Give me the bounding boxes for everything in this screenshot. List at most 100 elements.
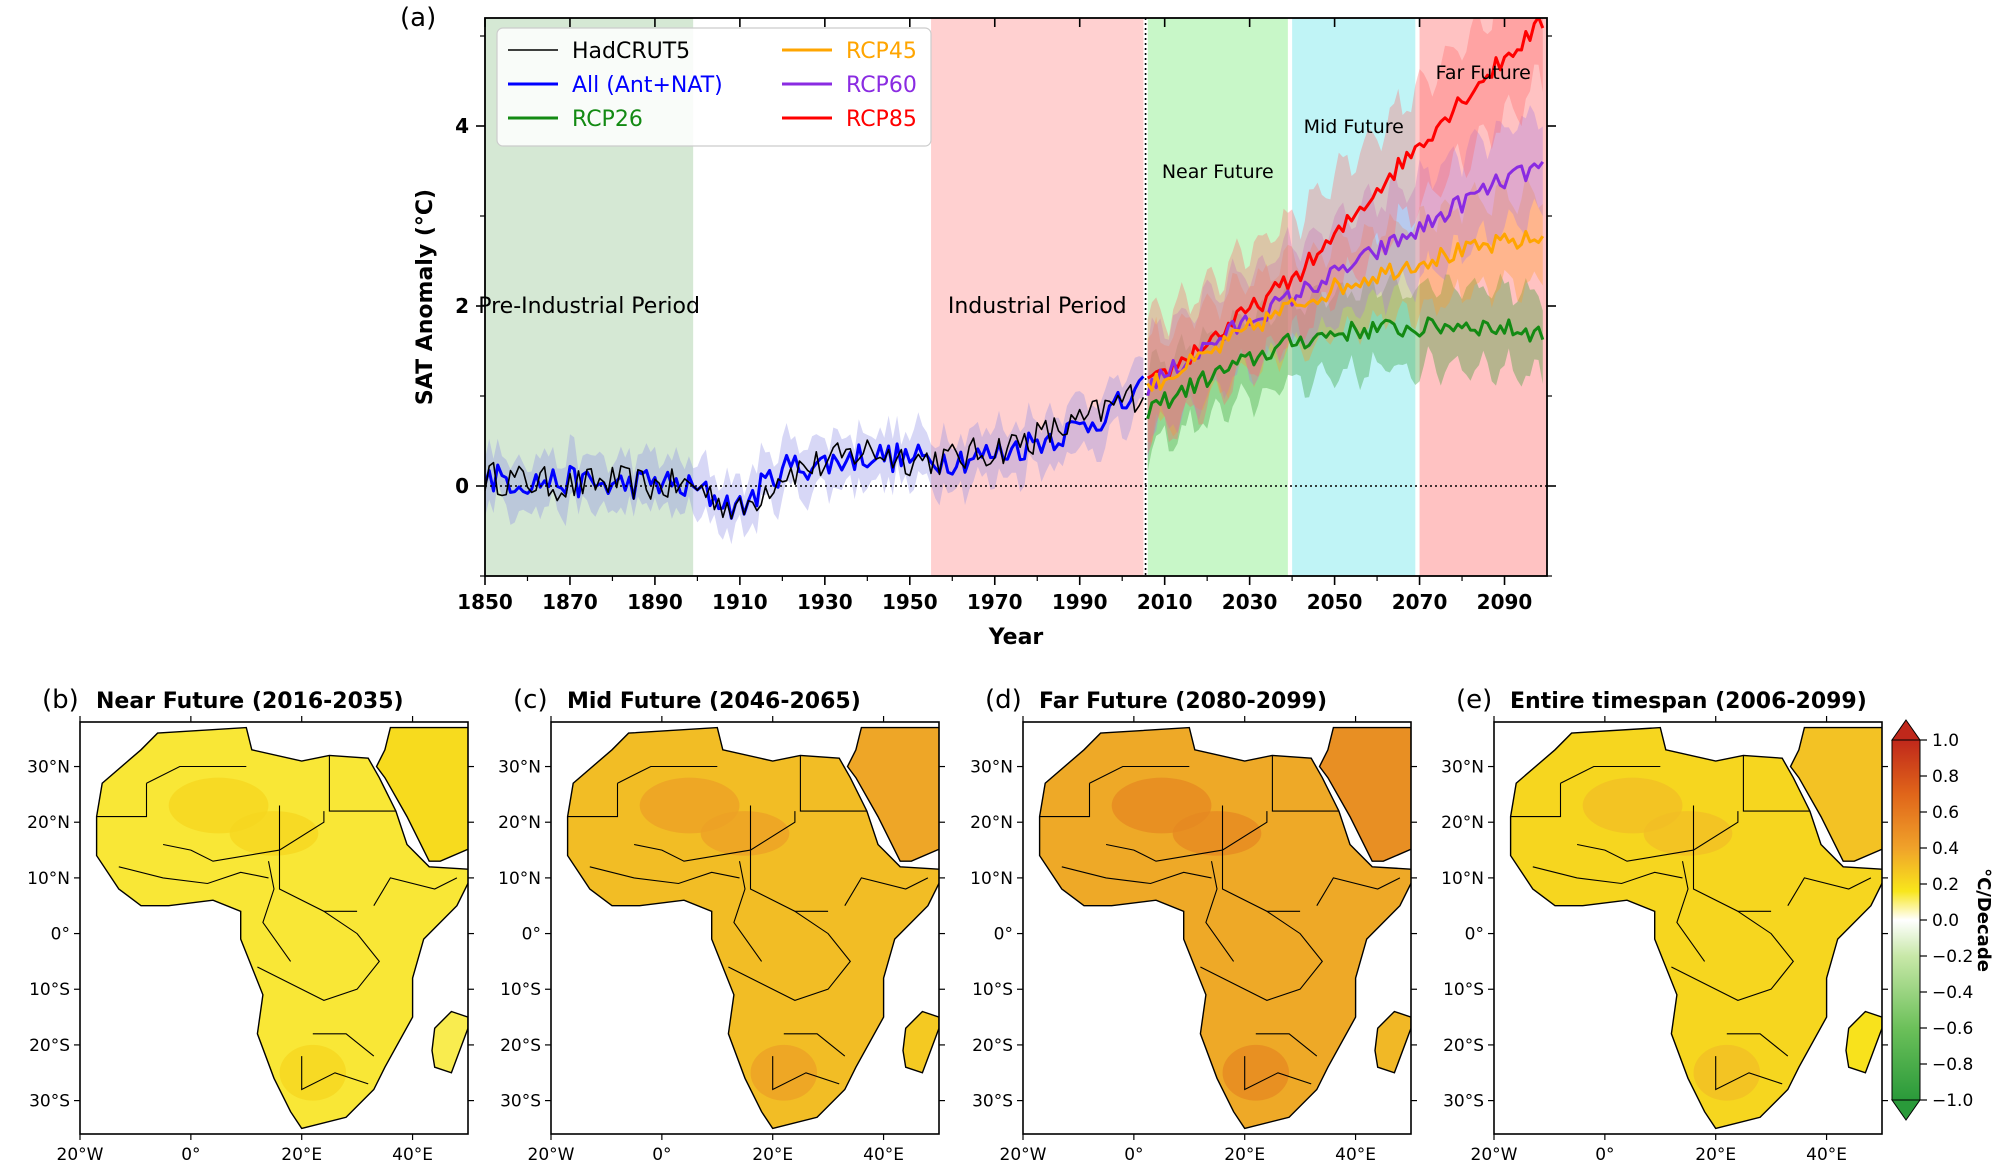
arabia-shape-3	[1789, 726, 1882, 862]
lon-tick-label-0-2: 20°E	[281, 1145, 322, 1165]
reference-lines	[485, 18, 1547, 576]
legend-label-4: RCP60	[846, 73, 917, 98]
border-3-0	[1510, 783, 1562, 818]
border-0-1	[146, 765, 247, 784]
lat-tick-label-3-5: 20°S	[1443, 1036, 1484, 1056]
border-2-4	[1221, 805, 1301, 912]
lat-tick-label-2-1: 20°N	[970, 813, 1013, 833]
map-frame-0	[79, 721, 469, 1135]
period-label-2: Near Future	[1162, 161, 1274, 183]
lon-tick-label-1-0: 20°W	[528, 1145, 575, 1165]
border-2-0	[1039, 783, 1091, 818]
border-3-9	[1787, 877, 1872, 906]
map-content-3	[1494, 722, 1882, 1134]
colorbar-tick-label-10: −1.0	[1932, 1091, 1973, 1111]
panel-a-label: (a)	[400, 3, 436, 33]
lat-tick-label-1-6: 30°S	[500, 1092, 541, 1112]
hotspot-3-2	[1643, 811, 1733, 856]
series-line-0	[485, 384, 1145, 520]
colorbar-tick-label-6: −0.2	[1932, 947, 1973, 967]
border-0-0	[96, 783, 148, 818]
map-title-1: Mid Future (2046-2065)	[567, 689, 861, 714]
border-3-6	[1671, 910, 1795, 1001]
colorbar: 1.0 0.8 0.6 0.4 0.2 0.0 −0.2 −0.4 −0.6 −0.8 −1.0 °…	[1891, 719, 1994, 1121]
x-tick-label-3: 1910	[712, 590, 768, 614]
map-title-0: Near Future (2016-2035)	[96, 689, 404, 714]
period-band-1	[931, 18, 1144, 576]
border-2-3	[1271, 755, 1339, 812]
arabia-shape-2	[1318, 726, 1411, 862]
x-tick-label-7: 1990	[1052, 590, 1108, 614]
lat-tick-label-2-4: 10°S	[972, 980, 1013, 1000]
series-line-4	[1146, 161, 1545, 397]
x-tick-label-4: 1930	[797, 590, 853, 614]
hotspot-1-1	[750, 1044, 818, 1101]
legend: HadCRUT5 All (Ant+NAT) RCP26 RCP45 RCP60 RCP8…	[496, 27, 932, 147]
madagascar-shape-1	[902, 1010, 939, 1074]
map-panel-0: 30°N 20°N 10°N 0° 10°S 20°S 30°S 20°W 0° 20°E 40°E…	[27, 685, 474, 1165]
map-panel-2: 30°N 20°N 10°N 0° 10°S 20°S 30°S 20°W 0° 20°E 40°E…	[970, 685, 1417, 1165]
envelope-3	[1147, 174, 1543, 443]
map-content-2	[1023, 722, 1411, 1134]
lon-tick-label-3-0: 20°W	[1471, 1145, 1518, 1165]
lat-tick-label-2-3: 0°	[994, 925, 1013, 945]
lon-tick-label-0-1: 0°	[181, 1145, 200, 1165]
legend-label-2: RCP26	[572, 107, 643, 132]
lon-tick-label-1-2: 20°E	[752, 1145, 793, 1165]
border-0-9	[373, 877, 458, 906]
hotspot-0-2	[229, 811, 319, 856]
madagascar-shape-3	[1845, 1010, 1882, 1074]
map-title-3: Entire timespan (2006-2099)	[1510, 689, 1867, 714]
colorbar-tick-label-2: 0.6	[1932, 803, 1959, 823]
legend-label-5: RCP85	[846, 107, 917, 132]
colorbar-tick-label-1: 0.8	[1932, 767, 1959, 787]
border-2-2	[1105, 811, 1268, 862]
map-panel-3: 30°N 20°N 10°N 0° 10°S 20°S 30°S 20°W 0° 20°E 40°E…	[1441, 685, 1888, 1165]
lat-tick-label-1-2: 10°N	[498, 869, 541, 889]
border-0-8	[301, 1056, 369, 1091]
envelope-4	[1147, 105, 1543, 461]
border-3-2	[1576, 811, 1739, 862]
x-tick-label-0: 1850	[457, 590, 513, 614]
colorbar-ticks: 1.0 0.8 0.6 0.4 0.2 0.0 −0.2 −0.4 −0.6 −0.8 −1.0	[1920, 731, 1973, 1111]
x-tick-label-5: 1950	[882, 590, 938, 614]
lat-tick-label-0-0: 30°N	[27, 758, 70, 778]
period-bands	[485, 18, 1547, 576]
border-3-10	[1532, 866, 1683, 885]
border-1-6	[728, 910, 852, 1001]
x-tick-label-9: 2030	[1222, 590, 1278, 614]
series-lines	[485, 18, 1545, 520]
border-3-7	[1726, 1033, 1789, 1057]
x-tick-label-1: 1870	[542, 590, 598, 614]
colorbar-tick-label-7: −0.4	[1932, 983, 1973, 1003]
period-label-0: Pre-Industrial Period	[478, 294, 700, 319]
lat-tick-label-0-5: 20°S	[29, 1036, 70, 1056]
colorbar-tick-label-5: 0.0	[1932, 911, 1959, 931]
lat-tick-label-1-5: 20°S	[500, 1036, 541, 1056]
lon-tick-label-0-3: 40°E	[392, 1145, 433, 1165]
colorbar-tick-label-8: −0.6	[1932, 1019, 1973, 1039]
madagascar-shape-0	[431, 1010, 468, 1074]
arabia-shape-1	[846, 726, 939, 862]
period-label-1: Industrial Period	[948, 294, 1127, 319]
border-1-9	[844, 877, 929, 906]
border-2-1	[1089, 765, 1190, 784]
colorbar-tick-label-0: 1.0	[1932, 731, 1959, 751]
lon-tick-label-3-1: 0°	[1595, 1145, 1614, 1165]
border-3-5	[1676, 861, 1706, 962]
border-2-9	[1316, 877, 1401, 906]
colorbar-gradient	[1891, 739, 1921, 1101]
legend-label-3: RCP45	[846, 39, 917, 64]
hotspot-2-1	[1222, 1044, 1290, 1101]
colorbar-top-extend	[1891, 719, 1921, 741]
border-2-10	[1061, 866, 1212, 885]
envelope-2	[1147, 271, 1543, 472]
series-line-2	[1146, 316, 1545, 420]
map-panel-1: 30°N 20°N 10°N 0° 10°S 20°S 30°S 20°W 0° 20°E 40°E…	[498, 685, 945, 1165]
colorbar-label: °C/Decade	[1973, 868, 1994, 972]
x-tick-label-12: 2090	[1477, 590, 1533, 614]
lat-tick-label-0-6: 30°S	[29, 1092, 70, 1112]
lat-tick-label-3-6: 30°S	[1443, 1092, 1484, 1112]
x-axis-label: Year	[988, 625, 1044, 650]
y-tick-label-2: 4	[455, 114, 469, 138]
